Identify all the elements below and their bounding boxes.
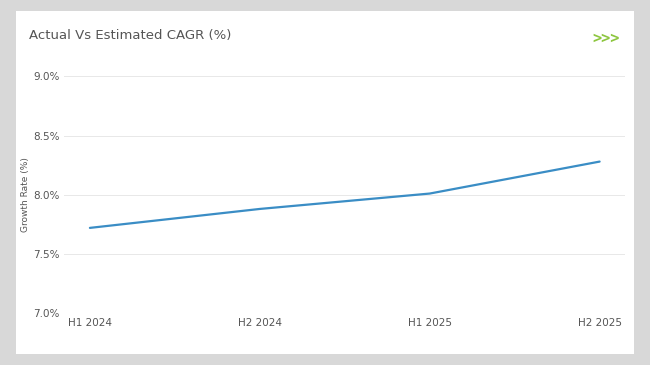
Text: >>>: >>> <box>593 31 620 46</box>
Y-axis label: Growth Rate (%): Growth Rate (%) <box>21 157 31 232</box>
Text: Actual Vs Estimated CAGR (%): Actual Vs Estimated CAGR (%) <box>29 29 231 42</box>
